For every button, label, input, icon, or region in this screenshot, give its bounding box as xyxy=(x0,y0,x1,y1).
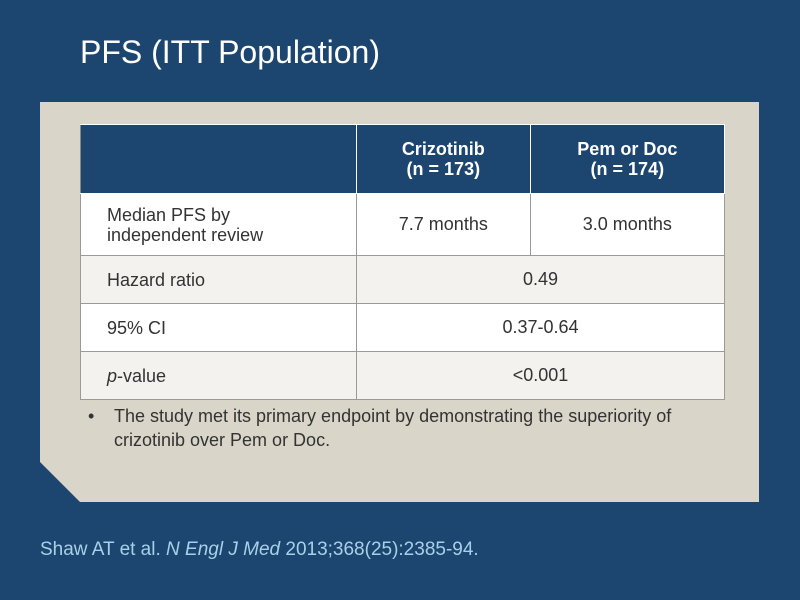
hazard-ratio-value: 0.49 xyxy=(356,255,725,304)
header-crizotinib-n: (n = 173) xyxy=(406,159,481,179)
table-row: Hazard ratio 0.49 xyxy=(80,255,725,304)
header-pem-doc-n: (n = 174) xyxy=(590,159,665,179)
row-label-hazard-ratio: Hazard ratio xyxy=(80,255,357,304)
bullet-text: The study met its primary endpoint by de… xyxy=(114,406,672,450)
header-pem-doc: Pem or Doc (n = 174) xyxy=(529,124,726,194)
row-label-line1: Median PFS by xyxy=(107,204,231,225)
pfs-table: Crizotinib (n = 173) Pem or Doc (n = 174… xyxy=(80,124,726,400)
table-row: 95% CI 0.37-0.64 xyxy=(80,303,725,352)
header-crizotinib-name: Crizotinib xyxy=(401,139,485,159)
median-pfs-pem-doc: 3.0 months xyxy=(529,193,726,256)
citation-details: 2013;368(25):2385-94. xyxy=(280,539,479,560)
row-label-median-pfs: Median PFS by independent review xyxy=(80,193,357,256)
table-header-row: Crizotinib (n = 173) Pem or Doc (n = 174… xyxy=(80,124,726,194)
p-value: <0.001 xyxy=(356,351,725,400)
citation-journal: N Engl J Med xyxy=(166,539,281,560)
table-row: Median PFS by independent review 7.7 mon… xyxy=(80,193,726,256)
p-italic: p xyxy=(107,365,118,386)
table-row: p-value <0.001 xyxy=(80,351,725,400)
header-pem-doc-name: Pem or Doc xyxy=(577,139,678,159)
row-label-ci: 95% CI xyxy=(80,303,357,352)
bullet-icon: • xyxy=(88,406,95,426)
p-value-rest: -value xyxy=(117,365,167,386)
ci-value: 0.37-0.64 xyxy=(356,303,725,352)
slide-title: PFS (ITT Population) xyxy=(80,34,380,70)
bullet-point: • The study met its primary endpoint by … xyxy=(88,404,728,452)
row-label-p-value: p-value xyxy=(80,351,357,400)
row-label-line2: independent review xyxy=(107,224,264,245)
citation: Shaw AT et al. N Engl J Med 2013;368(25)… xyxy=(40,539,479,561)
median-pfs-crizotinib: 7.7 months xyxy=(356,193,531,256)
citation-authors: Shaw AT et al. xyxy=(40,539,167,560)
header-blank-cell xyxy=(80,124,357,194)
header-crizotinib: Crizotinib (n = 173) xyxy=(356,124,531,194)
